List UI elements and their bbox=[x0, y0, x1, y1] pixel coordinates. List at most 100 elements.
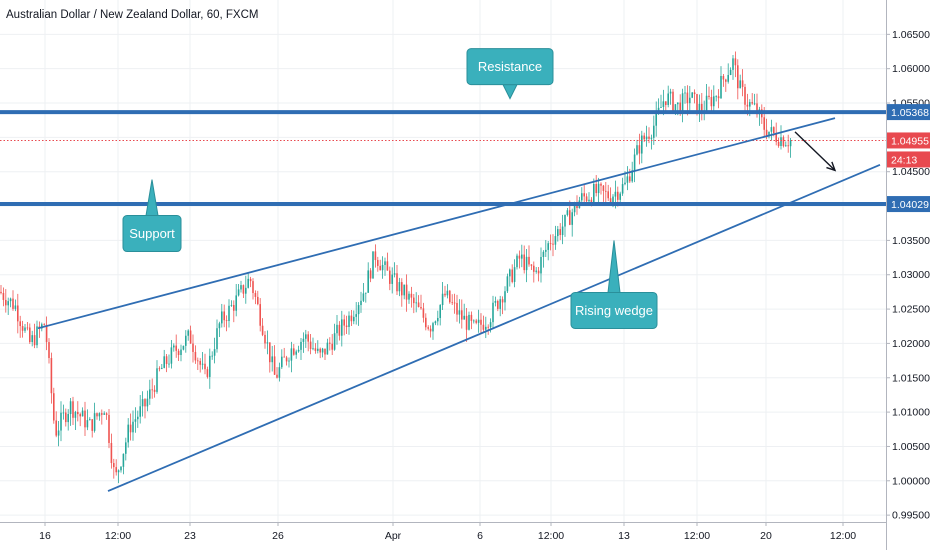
candle-down bbox=[444, 293, 446, 296]
candle-up bbox=[506, 276, 509, 292]
candle-down bbox=[105, 413, 108, 415]
candle-up bbox=[278, 367, 281, 378]
candle-up bbox=[98, 413, 101, 417]
candle-down bbox=[249, 278, 252, 282]
candle-up bbox=[477, 319, 480, 323]
candle-down bbox=[686, 92, 689, 104]
candle-down bbox=[252, 281, 254, 294]
candle-down bbox=[756, 103, 758, 115]
candle-up bbox=[631, 170, 633, 182]
candle-up bbox=[626, 176, 629, 183]
candle-up bbox=[170, 347, 173, 364]
candle-up bbox=[336, 324, 338, 334]
candle-up bbox=[288, 360, 290, 362]
time-tick-label: 26 bbox=[272, 530, 284, 542]
candle-up bbox=[516, 255, 518, 268]
candle-down bbox=[194, 351, 197, 361]
callout-pointer bbox=[145, 179, 159, 217]
candle-down bbox=[264, 334, 266, 344]
candle-up bbox=[485, 326, 487, 330]
callout-pointer bbox=[607, 240, 621, 293]
candle-down bbox=[350, 315, 353, 322]
callouts: Resistance Support Rising wedge bbox=[122, 48, 658, 329]
candle-down bbox=[225, 320, 228, 322]
candle-down bbox=[607, 191, 609, 199]
candle-down bbox=[629, 176, 631, 182]
candle-up bbox=[81, 410, 84, 417]
candle-down bbox=[595, 184, 597, 194]
candle-down bbox=[369, 270, 372, 279]
candle-down bbox=[741, 80, 744, 87]
candle-down bbox=[45, 324, 48, 343]
candle-up bbox=[504, 291, 506, 303]
candle-up bbox=[185, 335, 187, 346]
candle-down bbox=[530, 264, 533, 266]
candle-up bbox=[62, 412, 65, 414]
candle-down bbox=[197, 360, 199, 362]
callout-label: Rising wedge bbox=[575, 303, 653, 318]
candle-down bbox=[763, 117, 765, 130]
candle-up bbox=[573, 202, 576, 213]
candle-up bbox=[139, 406, 141, 417]
candle-up bbox=[612, 196, 614, 204]
time-tick-label: Apr bbox=[385, 530, 402, 542]
candle-up bbox=[593, 184, 595, 204]
candle-up bbox=[564, 214, 566, 227]
candle-up bbox=[228, 305, 230, 321]
candle-up bbox=[213, 349, 216, 356]
candle-down bbox=[696, 94, 698, 114]
candle-up bbox=[168, 363, 170, 365]
candle-down bbox=[465, 315, 468, 330]
candle-up bbox=[669, 91, 672, 94]
candle-down bbox=[177, 350, 180, 355]
projection-arrow-head bbox=[826, 161, 837, 172]
candle-up bbox=[146, 398, 149, 407]
candle-up bbox=[317, 348, 319, 351]
candle-down bbox=[605, 190, 607, 192]
candle-down bbox=[722, 75, 725, 80]
candle-up bbox=[31, 335, 33, 343]
candle-down bbox=[708, 95, 710, 97]
candle-up bbox=[641, 135, 643, 154]
upper-wedge-line bbox=[37, 117, 836, 330]
candle-up bbox=[302, 338, 305, 342]
candles bbox=[0, 51, 792, 484]
support-price-tag-background bbox=[887, 196, 930, 213]
candle-up bbox=[74, 411, 77, 418]
candle-down bbox=[737, 65, 739, 89]
candle-up bbox=[221, 311, 223, 324]
candle-down bbox=[389, 270, 391, 284]
candle-up bbox=[125, 442, 127, 454]
candle-up bbox=[362, 293, 365, 301]
candle-down bbox=[158, 368, 161, 370]
candle-down bbox=[725, 79, 727, 82]
candle-down bbox=[765, 129, 768, 137]
candle-down bbox=[65, 412, 67, 423]
candle-up bbox=[657, 107, 660, 112]
candle-down bbox=[590, 199, 593, 204]
candle-up bbox=[513, 267, 516, 282]
candle-down bbox=[470, 314, 473, 321]
candle-down bbox=[480, 319, 482, 325]
candle-down bbox=[775, 132, 777, 142]
candle-down bbox=[475, 320, 477, 323]
candle-up bbox=[24, 327, 26, 331]
candle-down bbox=[257, 296, 259, 305]
candle-down bbox=[552, 243, 554, 245]
candle-down bbox=[84, 410, 86, 428]
candle-up bbox=[621, 184, 624, 194]
candle-up bbox=[597, 183, 600, 194]
current-price-tag-background bbox=[887, 132, 930, 149]
candle-up bbox=[540, 256, 542, 274]
candle-down bbox=[192, 343, 194, 352]
candle-up bbox=[732, 58, 734, 70]
candle-down bbox=[377, 260, 379, 266]
candle-down bbox=[314, 348, 317, 351]
candle-up bbox=[355, 314, 357, 317]
candle-up bbox=[60, 412, 62, 431]
candle-up bbox=[770, 127, 773, 132]
candle-down bbox=[665, 101, 667, 105]
candle-up bbox=[403, 284, 405, 296]
